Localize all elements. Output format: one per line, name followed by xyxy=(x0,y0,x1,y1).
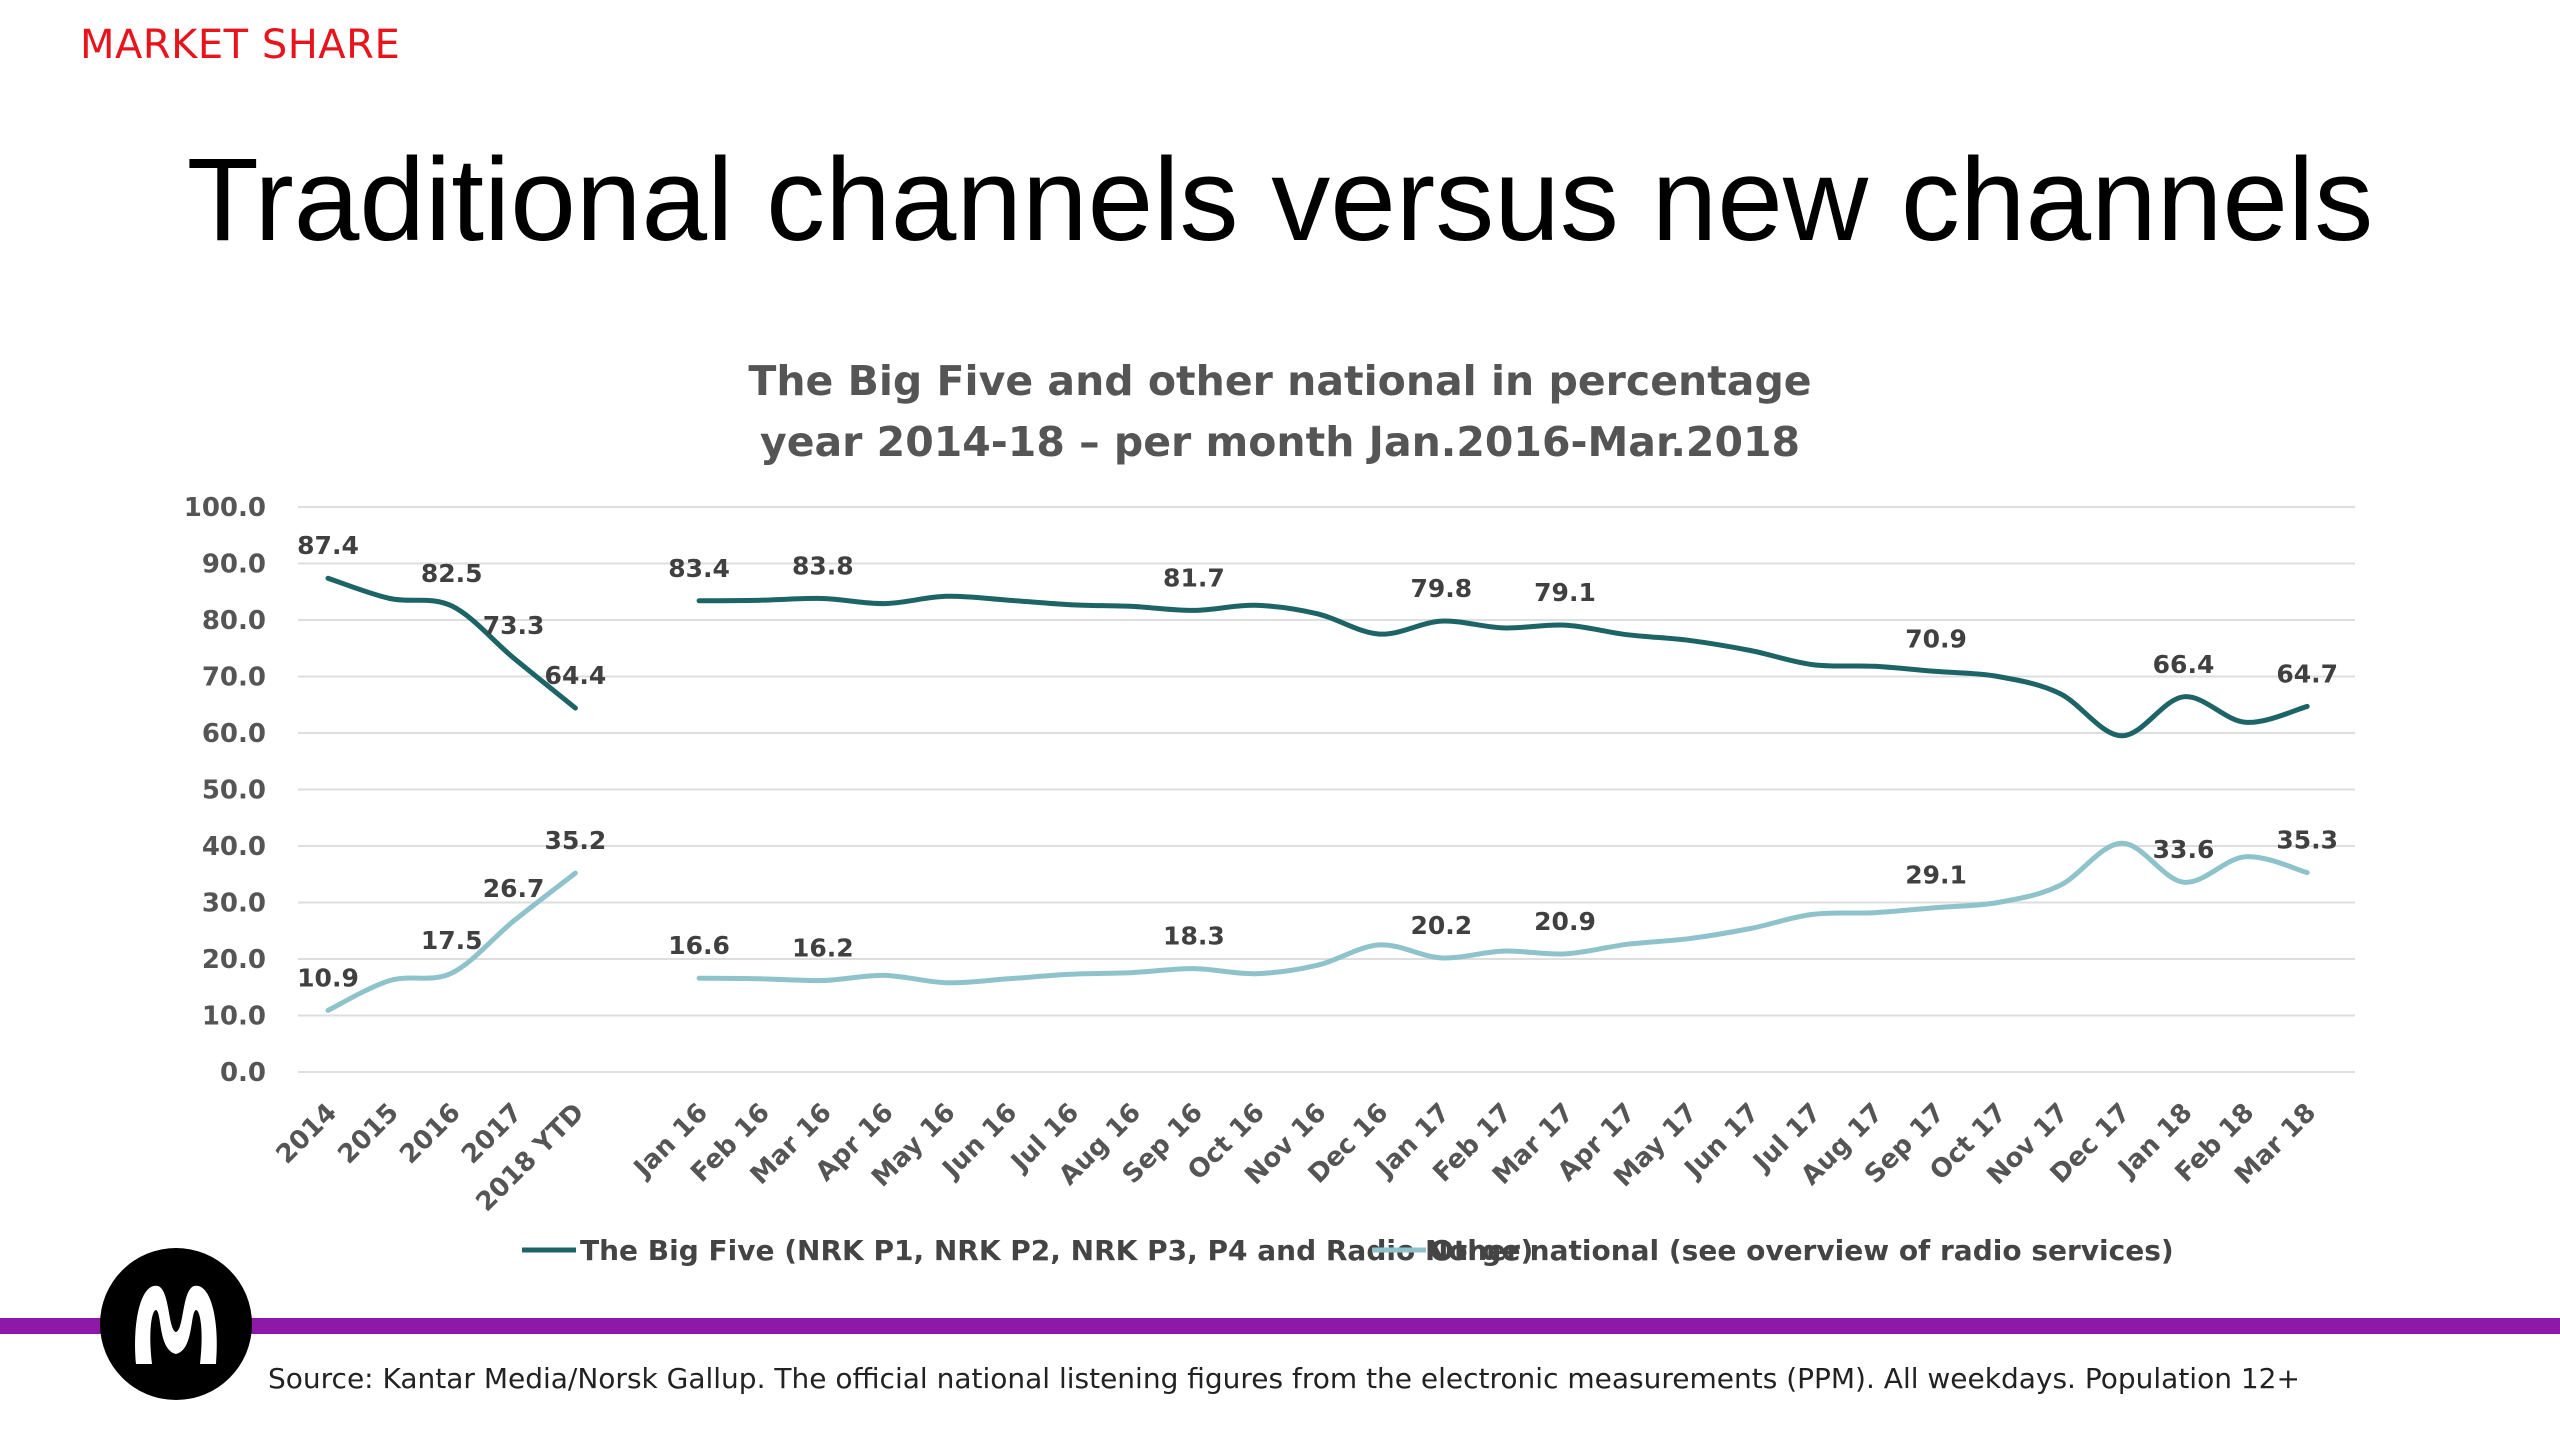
y-tick-label: 80.0 xyxy=(202,606,266,636)
brand-logo-icon xyxy=(100,1248,252,1400)
data-label-other-national: 16.2 xyxy=(792,933,854,962)
y-tick-label: 10.0 xyxy=(202,1002,266,1032)
x-tick-label: 2015 xyxy=(332,1098,404,1170)
y-tick-label: 30.0 xyxy=(202,889,266,919)
section-tag: MARKET SHARE xyxy=(80,22,401,68)
data-label-big-five: 64.4 xyxy=(545,661,607,690)
data-label-other-national: 26.7 xyxy=(483,874,545,903)
data-label-other-national: 20.2 xyxy=(1410,911,1472,940)
data-label-big-five: 82.5 xyxy=(421,559,483,588)
series-line-other-national-yearly xyxy=(325,870,578,1013)
data-label-other-national: 20.9 xyxy=(1534,907,1596,936)
y-tick-label: 70.0 xyxy=(202,663,266,693)
data-label-big-five: 79.1 xyxy=(1534,578,1596,607)
data-label-big-five: 87.4 xyxy=(297,531,359,560)
series-line-big-five-yearly xyxy=(325,575,578,711)
source-note: Source: Kantar Media/Norsk Gallup. The o… xyxy=(268,1362,2300,1395)
data-label-big-five: 83.4 xyxy=(668,554,730,583)
y-tick-label: 0.0 xyxy=(220,1058,266,1088)
x-tick-label: 2016 xyxy=(394,1098,466,1170)
chart-title-line: The Big Five and other national in perce… xyxy=(748,357,1811,405)
data-label-other-national: 16.6 xyxy=(668,931,730,960)
page-title: Traditional channels versus new channels xyxy=(186,134,2374,266)
x-tick-label: 2014 xyxy=(271,1098,343,1170)
chart-title: The Big Five and other national in perce… xyxy=(748,357,1811,466)
chart-gridlines xyxy=(298,506,2355,1073)
y-tick-label: 20.0 xyxy=(202,945,266,975)
y-tick-label: 100.0 xyxy=(184,493,266,523)
footer-band xyxy=(0,1318,2560,1334)
y-tick-label: 50.0 xyxy=(202,776,266,806)
legend-label-other-national: Other national (see overview of radio se… xyxy=(1430,1234,2174,1267)
data-label-other-national: 35.3 xyxy=(2276,826,2338,855)
y-tick-label: 90.0 xyxy=(202,550,266,580)
data-label-big-five: 70.9 xyxy=(1905,624,1967,653)
data-label-big-five: 79.8 xyxy=(1410,574,1472,603)
chart-legend: The Big Five (NRK P1, NRK P2, NRK P3, P4… xyxy=(522,1234,2174,1267)
data-label-other-national: 18.3 xyxy=(1163,922,1225,951)
data-label-other-national: 33.6 xyxy=(2153,835,2215,864)
data-label-big-five: 66.4 xyxy=(2153,650,2215,679)
chart-title-line: year 2014-18 – per month Jan.2016-Mar.20… xyxy=(760,418,1800,466)
y-axis: 0.0 10.0 20.0 30.0 40.0 50.0 60.0 70.0 80.0 90.0 1… xyxy=(184,493,266,1088)
series-line-big-five-monthly xyxy=(696,593,2310,739)
y-tick-label: 60.0 xyxy=(202,719,266,749)
data-label-other-national: 10.9 xyxy=(297,963,359,992)
data-labels: 87.4 82.573.364.4 83.4 83.8 81.7 79.8 79.1 70.9… xyxy=(297,531,2338,992)
data-label-big-five: 73.3 xyxy=(483,611,545,640)
y-tick-label: 40.0 xyxy=(202,832,266,862)
data-label-other-national: 17.5 xyxy=(421,926,483,955)
data-label-other-national: 35.2 xyxy=(545,826,607,855)
data-label-big-five: 83.8 xyxy=(792,552,854,581)
data-label-big-five: 64.7 xyxy=(2276,659,2338,688)
chart-series xyxy=(325,575,2310,1013)
series-line-other-national-monthly xyxy=(696,840,2310,986)
data-label-big-five: 81.7 xyxy=(1163,563,1225,592)
data-label-other-national: 29.1 xyxy=(1905,861,1967,890)
